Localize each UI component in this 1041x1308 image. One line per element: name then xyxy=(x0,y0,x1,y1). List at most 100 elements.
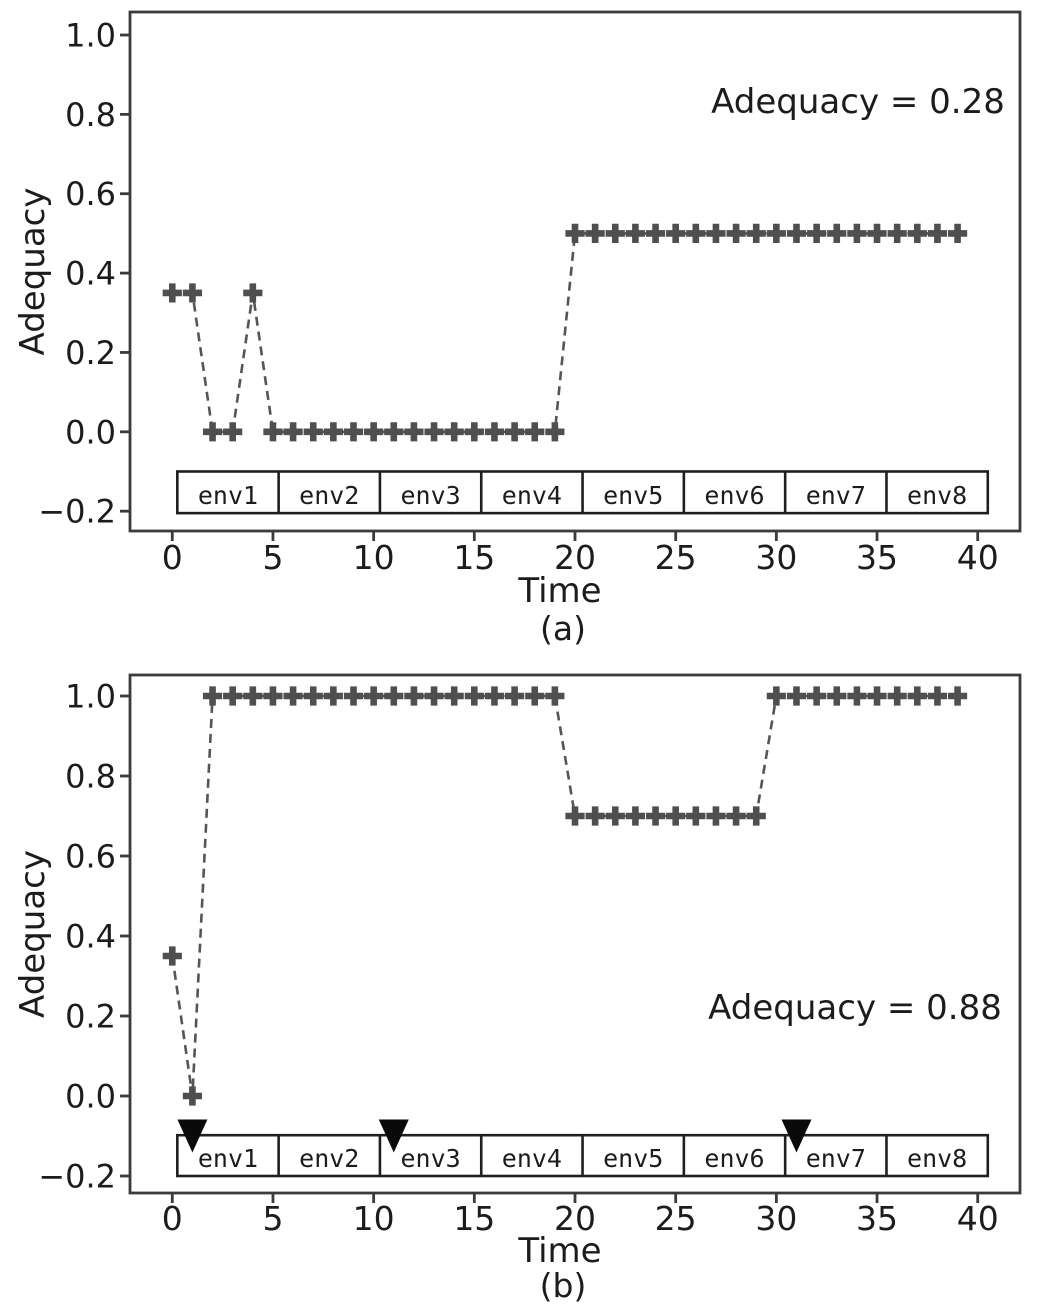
plus-marker xyxy=(827,686,847,706)
plus-marker xyxy=(484,422,505,442)
plus-marker xyxy=(786,686,807,706)
plus-marker xyxy=(847,223,867,244)
plus-marker xyxy=(625,223,646,244)
plus-marker xyxy=(243,283,263,303)
plus-marker xyxy=(263,686,283,706)
plus-marker xyxy=(364,686,384,706)
plus-marker xyxy=(887,686,907,706)
x-tick-label: 10 xyxy=(353,538,395,577)
plus-marker xyxy=(666,223,686,244)
x-axis-label: Time xyxy=(517,1231,601,1271)
chart-b: 0 5 10 15 20 25 30 35 40 1.0 0.8 0.6 0.4 0.2 0.0 −0.2 en… xyxy=(13,673,1022,1305)
x-tick-label: 15 xyxy=(453,538,495,577)
plus-marker xyxy=(565,806,585,826)
plus-marker xyxy=(625,806,646,826)
x-tick-label: 0 xyxy=(162,538,183,577)
plus-marker xyxy=(162,283,182,303)
plus-marker xyxy=(645,223,666,244)
plus-marker xyxy=(424,422,444,442)
x-tick-label: 0 xyxy=(162,1199,183,1238)
x-tick-label: 35 xyxy=(856,1199,898,1238)
plus-marker xyxy=(847,686,867,706)
plus-marker xyxy=(927,223,948,244)
y-tick-label: −0.2 xyxy=(38,493,116,531)
y-tick-label: 0.8 xyxy=(65,96,116,134)
plus-marker xyxy=(303,422,323,442)
x-tick-label: 5 xyxy=(262,1199,283,1238)
plus-marker xyxy=(585,223,605,244)
env-label: env3 xyxy=(400,1144,460,1173)
plus-marker xyxy=(404,686,424,706)
x-tick-label: 30 xyxy=(755,1199,797,1238)
plus-marker xyxy=(283,422,303,442)
env-label: env6 xyxy=(704,1144,764,1173)
plus-marker xyxy=(726,806,746,826)
x-tick-label: 25 xyxy=(655,1199,697,1238)
plus-marker xyxy=(605,806,625,826)
plus-marker xyxy=(827,223,847,244)
event-triangle-marker xyxy=(177,1119,208,1153)
y-tick-label: 0.8 xyxy=(65,758,116,796)
env-label: env2 xyxy=(299,481,359,510)
data-line xyxy=(170,694,958,1097)
plus-marker xyxy=(807,223,827,244)
x-tick-label: 10 xyxy=(353,1199,395,1238)
y-tick-label: 0.0 xyxy=(65,413,116,451)
plus-marker xyxy=(323,686,343,706)
env-label: env3 xyxy=(400,481,460,510)
plus-marker xyxy=(504,686,525,706)
plus-marker xyxy=(565,223,585,244)
x-tick-label: 25 xyxy=(655,538,697,577)
plus-marker xyxy=(182,283,203,303)
plus-marker xyxy=(364,422,384,442)
plus-marker xyxy=(444,422,464,442)
x-axis-label: Time xyxy=(517,571,601,611)
plot-area xyxy=(128,673,1022,1195)
plus-marker xyxy=(202,686,223,706)
plus-marker xyxy=(343,422,364,442)
env-label: env8 xyxy=(907,481,967,510)
plus-marker xyxy=(927,686,948,706)
y-tick-label: 0.0 xyxy=(65,1078,116,1116)
plus-marker xyxy=(605,223,625,244)
plus-marker xyxy=(323,422,343,442)
y-tick-label: −0.2 xyxy=(38,1158,116,1196)
plus-marker xyxy=(947,686,968,706)
plus-marker xyxy=(907,223,927,244)
plus-marker xyxy=(484,686,505,706)
y-tick-label: 1.0 xyxy=(65,678,116,716)
plot-area xyxy=(128,10,1022,533)
env-label: env7 xyxy=(806,1144,866,1173)
plus-marker xyxy=(525,422,545,442)
plus-marker xyxy=(907,686,927,706)
plus-marker xyxy=(686,806,706,826)
plus-marker xyxy=(807,686,827,706)
plus-marker xyxy=(666,806,686,826)
adequacy-annotation: Adequacy = 0.88 xyxy=(708,988,1002,1028)
plus-marker xyxy=(726,223,746,244)
plus-marker xyxy=(223,422,243,442)
plus-marker xyxy=(263,422,283,442)
plus-marker xyxy=(424,686,444,706)
plus-marker xyxy=(947,223,968,244)
plus-marker xyxy=(162,946,182,966)
env-label: env5 xyxy=(603,1144,663,1173)
y-axis-label: Adequacy xyxy=(13,850,53,1018)
env-label: env4 xyxy=(502,481,562,510)
adequacy-annotation: Adequacy = 0.28 xyxy=(711,82,1005,122)
env-label: env5 xyxy=(603,481,663,510)
plus-marker xyxy=(887,223,907,244)
plus-marker xyxy=(464,422,484,442)
plus-marker xyxy=(384,686,404,706)
y-tick-label: 0.2 xyxy=(65,334,116,372)
plus-marker xyxy=(223,686,243,706)
plus-marker xyxy=(786,223,807,244)
plus-marker xyxy=(343,686,364,706)
x-tick-label: 15 xyxy=(453,1199,495,1238)
plus-marker xyxy=(766,686,786,706)
x-tick-label: 20 xyxy=(554,538,596,577)
plus-marker xyxy=(303,686,323,706)
plus-marker xyxy=(504,422,525,442)
y-tick-label: 0.4 xyxy=(65,255,116,293)
